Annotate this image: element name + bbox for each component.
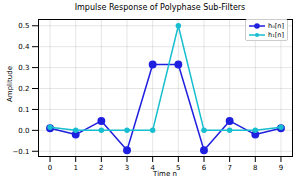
svg-text:8: 8 [253,164,257,172]
svg-text:4: 4 [150,164,155,173]
html-text:Impulse Response of Polyphase: Impulse Response of Polyphase Sub-Filter… [74,3,246,12]
svg-text:−0.1: −0.1 [13,148,30,156]
svg-text:6: 6 [202,164,207,172]
svg-text:0: 0 [48,164,52,172]
svg-text:7: 7 [227,164,231,172]
html-text:Time n: Time n [153,170,177,178]
svg-text:0.2: 0.2 [18,85,29,93]
svg-text:9: 9 [279,164,283,172]
svg-text:0.3: 0.3 [18,64,29,72]
svg-text:3: 3 [125,164,129,172]
svg-text:0.1: 0.1 [18,106,29,114]
svg-text:2: 2 [99,164,103,172]
html-text:h₁[n]: h₁[n] [268,30,284,39]
svg-text:1: 1 [73,164,77,172]
svg-text:0.5: 0.5 [18,22,29,30]
html-text:h₀[n]: h₀[n] [268,21,284,30]
html-text:Amplitude: Amplitude [6,66,14,102]
svg-text:0.4: 0.4 [18,43,30,51]
svg-text:5: 5 [176,164,181,173]
svg-text:0.0: 0.0 [18,127,29,135]
